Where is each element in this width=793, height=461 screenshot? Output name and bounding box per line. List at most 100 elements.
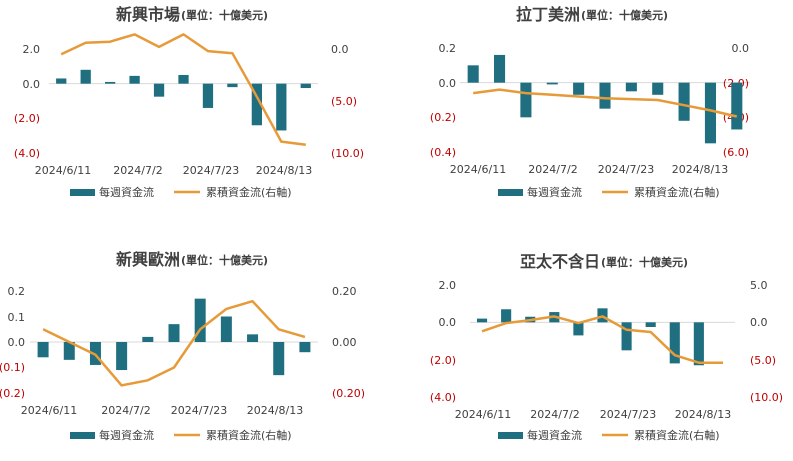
legend-line-label: 累積資金流(右軸): [634, 428, 720, 442]
left-tick-label: 0.1: [8, 311, 26, 324]
bar: [494, 54, 506, 83]
cumulative-flow-line: [481, 315, 723, 364]
bar: [573, 82, 585, 95]
legend: 每週資金流 累積資金流(右軸): [498, 428, 720, 442]
left-tick-label: 0.0: [439, 316, 457, 329]
bar: [276, 83, 287, 131]
chart-subtitle: (單位：十億美元): [181, 253, 268, 267]
left-tick-label: 0.0: [8, 336, 26, 349]
bar: [300, 83, 311, 88]
legend-line-label: 累積資金流(右軸): [634, 185, 720, 199]
x-tick-label: 2024/7/2: [101, 404, 150, 417]
legend: 每週資金流 累積資金流(右軸): [498, 185, 720, 199]
legend-line-label: 累積資金流(右軸): [206, 185, 292, 199]
left-tick-label: 2.0: [23, 43, 41, 56]
left-tick-label: (2.0): [430, 354, 456, 367]
bar: [693, 322, 704, 366]
chart-panel-2: 拉丁美洲(單位：十億美元)0.20.0(0.2)(0.4)0.0(2.0)(4.…: [430, 5, 750, 199]
x-tick-label: 2024/6/11: [35, 164, 91, 177]
bar: [56, 78, 67, 84]
x-tick-label: 2024/6/11: [21, 404, 77, 417]
right-tick-label: 0.20: [332, 285, 357, 298]
left-tick-label: 0.2: [8, 285, 26, 298]
right-tick-label: 0.0: [750, 316, 768, 329]
legend-bar-label: 每週資金流: [99, 428, 154, 442]
right-tick-label: 5.0: [750, 279, 768, 292]
right-tick-label: (6.0): [723, 146, 749, 159]
x-tick-label: 2024/8/13: [672, 163, 728, 176]
bar: [520, 82, 532, 118]
chart-subtitle: (單位：十億美元): [181, 8, 268, 22]
left-tick-label: (0.2): [430, 111, 456, 124]
x-tick-label: 2024/7/23: [171, 404, 227, 417]
bar: [194, 298, 206, 342]
x-tick-label: 2024/7/2: [530, 408, 579, 421]
bar: [546, 82, 558, 85]
bar: [129, 75, 140, 84]
cumulative-flow-line: [42, 299, 306, 387]
left-tick-label: 0.2: [439, 42, 457, 55]
bar: [142, 336, 154, 342]
right-tick-label: 0.0: [331, 43, 349, 56]
cumulative-flow-line: [60, 33, 306, 146]
bar: [273, 342, 285, 376]
left-tick-label: (4.0): [430, 391, 456, 404]
bar: [669, 322, 680, 364]
left-tick-label: (0.2): [0, 387, 25, 400]
left-tick-label: (2.0): [14, 112, 40, 125]
bar: [599, 82, 611, 109]
bar: [625, 82, 637, 92]
bar: [168, 324, 180, 342]
right-tick-label: (5.0): [331, 95, 357, 108]
left-tick-label: 2.0: [439, 279, 457, 292]
bar: [227, 83, 238, 88]
legend-line-label: 累積資金流(右軸): [206, 428, 292, 442]
left-tick-label: (0.4): [430, 146, 456, 159]
bar: [652, 82, 664, 95]
legend-bar-swatch: [498, 432, 523, 439]
bar: [678, 82, 690, 121]
bar: [80, 69, 91, 84]
bar: [247, 334, 259, 342]
bar: [476, 318, 488, 323]
bar: [731, 82, 743, 130]
bar: [251, 83, 262, 126]
legend-bar-label: 每週資金流: [527, 185, 582, 199]
bar: [645, 322, 656, 327]
left-tick-label: (4.0): [14, 147, 40, 160]
x-tick-label: 2024/7/2: [528, 163, 577, 176]
chart-subtitle: (單位：十億美元): [601, 255, 688, 269]
bar: [116, 342, 128, 371]
chart-panel-1: 新興市場 (單位：十億美元) 2.0 0.0 (2.0) (4.0) 0.0 (5.0) (10…: [14, 5, 364, 199]
right-tick-label: (0.20): [332, 387, 365, 400]
bar: [704, 82, 716, 144]
chart-title: 新興市場: [116, 5, 180, 24]
right-tick-label: (10.0): [331, 147, 364, 160]
x-tick-label: 2024/8/13: [675, 408, 731, 421]
bar: [63, 342, 75, 360]
bar: [467, 65, 479, 83]
legend-bar-label: 每週資金流: [99, 185, 154, 199]
legend: 每週資金流 累積資金流(右軸): [70, 428, 292, 442]
legend-bar-swatch: [498, 189, 523, 196]
legend-bar-swatch: [70, 432, 95, 439]
right-tick-label: (5.0): [750, 354, 776, 367]
bar: [178, 75, 189, 84]
legend-bar-label: 每週資金流: [527, 428, 582, 442]
x-tick-label: 2024/7/23: [600, 408, 656, 421]
bar: [573, 322, 584, 336]
chart-title: 亞太不含日: [520, 252, 600, 271]
left-tick-label: (0.1): [0, 361, 25, 374]
x-tick-label: 2024/8/13: [256, 164, 312, 177]
x-tick-label: 2024/7/23: [183, 164, 239, 177]
bar: [202, 83, 214, 108]
legend: 每週資金流 累積資金流(右軸): [70, 185, 292, 199]
chart-title: 拉丁美洲: [516, 5, 580, 24]
x-tick-label: 2024/7/23: [598, 163, 654, 176]
chart-panel-3: 新興歐洲 (單位：十億美元) 0.2 0.1 0.0 (0.1) (0.2) 0.20 0.00…: [0, 250, 365, 442]
x-tick-label: 2024/6/11: [455, 408, 511, 421]
bar: [153, 83, 165, 97]
bar: [299, 342, 311, 353]
left-tick-label: 0.0: [23, 78, 41, 91]
legend-bar-swatch: [70, 189, 95, 196]
